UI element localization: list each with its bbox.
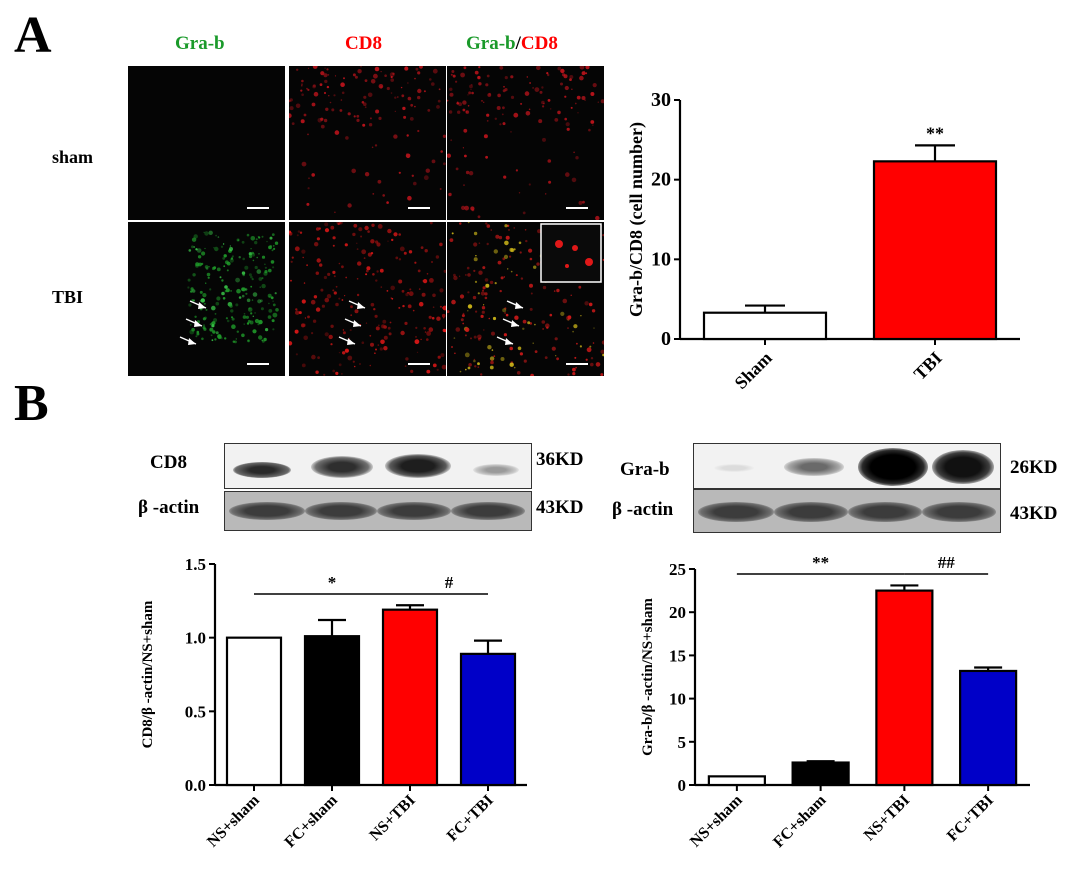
y-tick-label: 20 xyxy=(669,603,686,622)
x-tick-label: TBI xyxy=(910,348,946,384)
bar-fc-sham xyxy=(303,635,361,787)
y-tick-label: 15 xyxy=(669,646,686,665)
y-tick-label: 10 xyxy=(669,690,686,709)
blot-left-loading-label: β -actin xyxy=(138,497,200,518)
bar-ns-tbi xyxy=(875,589,934,787)
blot-right-protein-kd: 26KD xyxy=(1010,457,1058,478)
panel-a-letter: A xyxy=(14,7,52,64)
micrograph-panel xyxy=(128,66,285,220)
x-tick-label: FC+sham xyxy=(770,791,830,851)
bar-fc-tbi xyxy=(959,669,1018,787)
y-tick-label: 0.0 xyxy=(185,776,206,795)
y-axis-label: Gra-b/CD8 (cell number) xyxy=(626,122,647,317)
merge-label-slash: / xyxy=(515,33,521,54)
y-tick-label: 1.0 xyxy=(185,629,206,648)
blot-left-protein-image xyxy=(224,443,532,489)
y-axis-label: Gra-b/β -actin/NS+sham xyxy=(640,598,656,756)
y-tick-label: 0 xyxy=(661,328,671,350)
blot-right-protein-label: Gra-b xyxy=(620,459,670,480)
micrograph-panel xyxy=(289,66,446,220)
x-tick-label: Sham xyxy=(731,348,776,393)
y-tick-label: 0 xyxy=(678,776,687,795)
bar-ns-sham xyxy=(225,636,283,787)
blot-left-loading-kd: 43KD xyxy=(536,497,584,518)
x-tick-label: NS+sham xyxy=(204,791,263,850)
micrograph-panel xyxy=(447,222,604,376)
y-tick-label: 1.5 xyxy=(185,555,206,574)
blot-right-loading-kd: 43KD xyxy=(1010,503,1058,524)
x-tick-label: FC+TBI xyxy=(444,792,497,845)
y-tick-label: 10 xyxy=(651,248,671,270)
x-tick-label: NS+TBI xyxy=(861,792,913,844)
blot-right-loading-label: β -actin xyxy=(612,499,674,520)
blot-right-loading-image xyxy=(693,489,1001,533)
bar-tbi xyxy=(872,160,998,341)
micrograph-panel xyxy=(128,222,285,376)
bar-sham xyxy=(702,311,828,341)
row-label-tbi: TBI xyxy=(52,287,84,307)
x-tick-label: NS+sham xyxy=(687,791,746,850)
blot-left-protein-kd: 36KD xyxy=(536,449,584,470)
bar-fc-tbi xyxy=(459,652,517,787)
y-tick-label: 20 xyxy=(651,169,671,191)
y-tick-label: 30 xyxy=(651,89,671,111)
column-label-grab: Gra-b xyxy=(175,33,225,54)
y-axis-label: CD8/β -actin/NS+sham xyxy=(140,600,156,748)
blot-left-protein-label: CD8 xyxy=(150,452,187,473)
column-label-cd8: CD8 xyxy=(345,33,382,54)
column-label-merge: Gra-b/CD8 xyxy=(466,33,558,55)
x-tick-label: FC+TBI xyxy=(944,792,997,845)
chart-b-grab-ratio: 0 5 10 15 20 25 Gra-b/β -actin/NS+sham NS+sham F… xyxy=(640,553,1030,851)
significance-mark: ## xyxy=(938,553,956,572)
blot-left-loading-image xyxy=(224,491,532,531)
y-tick-label: 25 xyxy=(669,560,686,579)
micrograph-panel xyxy=(447,66,604,220)
bar-ns-tbi xyxy=(381,608,439,787)
merge-label-cd8: CD8 xyxy=(520,33,558,54)
significance-mark: ** xyxy=(926,123,944,143)
merge-label-grab: Gra-b xyxy=(466,33,516,54)
x-tick-label: FC+sham xyxy=(281,791,341,851)
panel-b-letter: B xyxy=(14,375,49,432)
x-tick-label: NS+TBI xyxy=(366,792,418,844)
row-label-sham: sham xyxy=(52,147,94,167)
significance-mark: ** xyxy=(812,553,829,572)
bar-ns-sham xyxy=(707,775,766,787)
significance-mark: * xyxy=(328,573,337,592)
bar-fc-sham xyxy=(791,761,850,787)
y-tick-label: 5 xyxy=(678,733,687,752)
blot-right-protein-image xyxy=(693,443,1001,489)
chart-b-cd8-ratio: 0.0 0.5 1.0 1.5 CD8/β -actin/NS+sham NS+sham F… xyxy=(140,555,527,851)
micrograph-panel xyxy=(289,222,446,376)
significance-mark: # xyxy=(445,573,454,592)
y-tick-label: 0.5 xyxy=(185,702,206,721)
